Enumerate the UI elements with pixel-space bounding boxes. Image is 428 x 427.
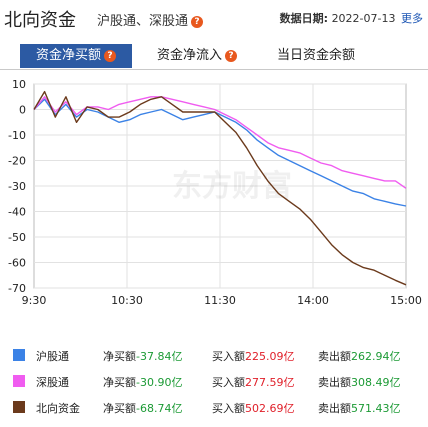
sell-value: 262.94亿 xyxy=(351,350,401,363)
net-label: 净买额 xyxy=(103,376,136,389)
help-icon[interactable]: ? xyxy=(191,15,204,28)
date-label: 数据日期: xyxy=(279,12,329,25)
x-tick-label: 15:00 xyxy=(390,294,422,307)
buy-label: 买入额 xyxy=(212,350,245,363)
date-value: 2022-07-13 xyxy=(331,12,396,25)
x-tick-label: 9:30 xyxy=(22,294,47,307)
legend-name: 北向资金 xyxy=(36,402,80,415)
date-info: 数据日期: 2022-07-13 更多 xyxy=(280,10,423,26)
buy-value: 225.09亿 xyxy=(245,350,295,363)
net-value: -37.84亿 xyxy=(136,350,183,363)
x-tick-label: 14:00 xyxy=(297,294,329,307)
net-value: -30.90亿 xyxy=(136,376,183,389)
page-subtitle: 沪股通、深股通? xyxy=(97,10,204,29)
buy-label: 买入额 xyxy=(212,376,245,389)
tab-divider xyxy=(0,69,428,70)
series-line-hgt xyxy=(33,98,407,207)
buy-value: 277.59亿 xyxy=(245,376,295,389)
y-tick-label: -30 xyxy=(8,180,26,193)
buy-value: 502.69亿 xyxy=(245,402,295,415)
tab-bar: 资金净买额? 资金净流入? 当日资金余额 xyxy=(0,44,428,70)
tab-net-inflow-label: 资金净流入 xyxy=(157,48,223,63)
series-line-sgt xyxy=(33,96,407,189)
net-label: 净买额 xyxy=(103,350,136,363)
x-tick-label: 10:30 xyxy=(111,294,143,307)
tab-balance[interactable]: 当日资金余额 xyxy=(277,48,356,63)
header: 北向资金 沪股通、深股通? 数据日期: 2022-07-13 更多 xyxy=(0,0,428,34)
legend-buy: 买入额277.59亿 xyxy=(212,374,295,390)
net-value: -68.74亿 xyxy=(136,402,183,415)
sell-value: 571.43亿 xyxy=(351,402,401,415)
legend-row-hgt: 沪股通 净买额-37.84亿 买入额225.09亿 卖出额262.94亿 xyxy=(0,346,428,364)
legend-sell: 卖出额571.43亿 xyxy=(318,400,401,416)
legend-net: 净买额-68.74亿 xyxy=(103,400,182,416)
series-line-north xyxy=(33,90,407,286)
y-tick-label: -40 xyxy=(8,206,26,219)
y-tick-label: -10 xyxy=(8,129,26,142)
legend-swatch xyxy=(13,401,25,413)
net-label: 净买额 xyxy=(103,402,136,415)
legend-sell: 卖出额262.94亿 xyxy=(318,348,401,364)
y-tick-label: -60 xyxy=(8,257,26,270)
legend-name: 沪股通 xyxy=(36,350,69,363)
legend-buy: 买入额502.69亿 xyxy=(212,400,295,416)
sell-label: 卖出额 xyxy=(318,376,351,389)
y-tick-label: -50 xyxy=(8,231,26,244)
legend-net: 净买额-30.90亿 xyxy=(103,374,182,390)
line-chart: 10 0 -10 -20 -30 -40 -50 -60 -709:30 10:30 11:30 14… xyxy=(8,78,422,307)
y-tick-label: 0 xyxy=(19,104,26,117)
tab-net-buy-label: 资金净买额 xyxy=(35,48,101,63)
subtitle-text: 沪股通、深股通 xyxy=(97,14,189,29)
legend-swatch xyxy=(13,349,25,361)
y-tick-label: -70 xyxy=(8,282,26,295)
sell-value: 308.49亿 xyxy=(351,376,401,389)
y-tick-label: -20 xyxy=(8,155,26,168)
watermark: 东方财富 xyxy=(172,169,292,204)
legend-buy: 买入额225.09亿 xyxy=(212,348,295,364)
sell-label: 卖出额 xyxy=(318,350,351,363)
legend-row-north: 北向资金 净买额-68.74亿 买入额502.69亿 卖出额571.43亿 xyxy=(0,398,428,416)
help-icon[interactable]: ? xyxy=(104,49,116,62)
sell-label: 卖出额 xyxy=(318,402,351,415)
legend-sell: 卖出额308.49亿 xyxy=(318,374,401,390)
legend-swatch xyxy=(13,375,25,387)
legend-name: 深股通 xyxy=(36,376,69,389)
x-tick-label: 11:30 xyxy=(204,294,236,307)
tab-net-buy[interactable]: 资金净买额? xyxy=(20,44,132,68)
y-tick-label: 10 xyxy=(12,78,26,91)
page-title: 北向资金 xyxy=(4,10,76,31)
help-icon[interactable]: ? xyxy=(225,49,238,62)
buy-label: 买入额 xyxy=(212,402,245,415)
legend-net: 净买额-37.84亿 xyxy=(103,348,182,364)
legend-row-sgt: 深股通 净买额-30.90亿 买入额277.59亿 卖出额308.49亿 xyxy=(0,372,428,390)
tab-net-inflow[interactable]: 资金净流入? xyxy=(157,44,238,68)
more-link[interactable]: 更多 xyxy=(401,12,423,25)
